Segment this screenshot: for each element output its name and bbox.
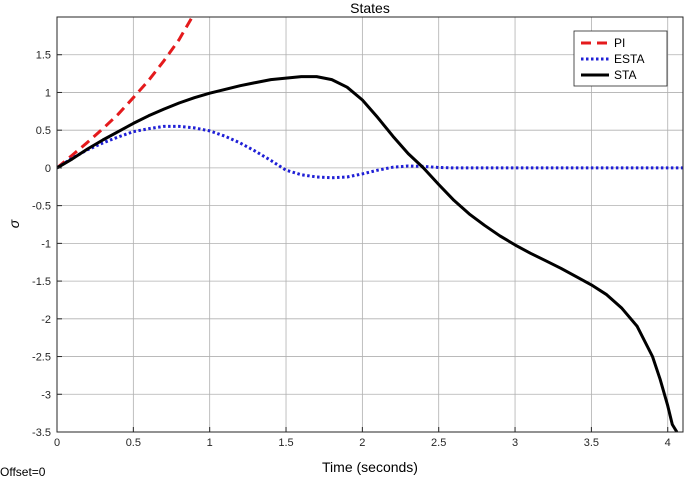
x-axis-label: Time (seconds) xyxy=(322,459,418,475)
legend-label-pi: PI xyxy=(614,36,625,50)
legend-box xyxy=(573,30,668,87)
x-axis-ticks: 0 0.5 1 1.5 2 2.5 3 3.5 4 xyxy=(54,427,671,449)
x-tick-label: 2.5 xyxy=(431,437,446,449)
x-tick-label: 4 xyxy=(665,437,671,449)
y-tick-label: -2 xyxy=(41,314,51,326)
chart-title: States xyxy=(350,0,390,16)
x-tick-label: 1.5 xyxy=(278,437,293,449)
series-line-sta xyxy=(57,75,679,432)
x-tick-label: 3 xyxy=(512,437,518,449)
x-tick-label: 1 xyxy=(207,437,213,449)
x-tick-label: 0 xyxy=(54,437,60,449)
y-axis-ticks: 1.5 1 0.5 0 -0.5 -1 -1.5 -2 -2.5 -3 -3.5 xyxy=(32,50,62,439)
y-tick-label: 0.5 xyxy=(36,125,51,137)
legend-label-esta: ESTA xyxy=(614,52,644,66)
y-tick-label: -1 xyxy=(41,238,51,250)
y-axis-label: σ xyxy=(6,219,22,228)
y-tick-label: 0 xyxy=(45,163,51,175)
offset-footnote: Offset=0 xyxy=(0,465,46,479)
x-tick-label: 3.5 xyxy=(584,437,599,449)
y-tick-label: 1 xyxy=(45,87,51,99)
legend: PI ESTA STA xyxy=(573,30,668,87)
plot-border xyxy=(56,16,684,433)
legend-label-sta: STA xyxy=(614,68,636,82)
series-line-pi xyxy=(57,17,194,170)
series-group xyxy=(57,17,683,432)
y-tick-label: -3.5 xyxy=(32,427,51,439)
x-tick-label: 2 xyxy=(359,437,365,449)
x-tick-label: 0.5 xyxy=(126,437,141,449)
y-tick-label: -3 xyxy=(41,389,51,401)
y-tick-label: 1.5 xyxy=(36,50,51,62)
series-line-esta xyxy=(57,124,683,180)
y-tick-label: -1.5 xyxy=(32,276,51,288)
y-tick-label: -0.5 xyxy=(32,201,51,213)
y-tick-label: -2.5 xyxy=(32,352,51,364)
